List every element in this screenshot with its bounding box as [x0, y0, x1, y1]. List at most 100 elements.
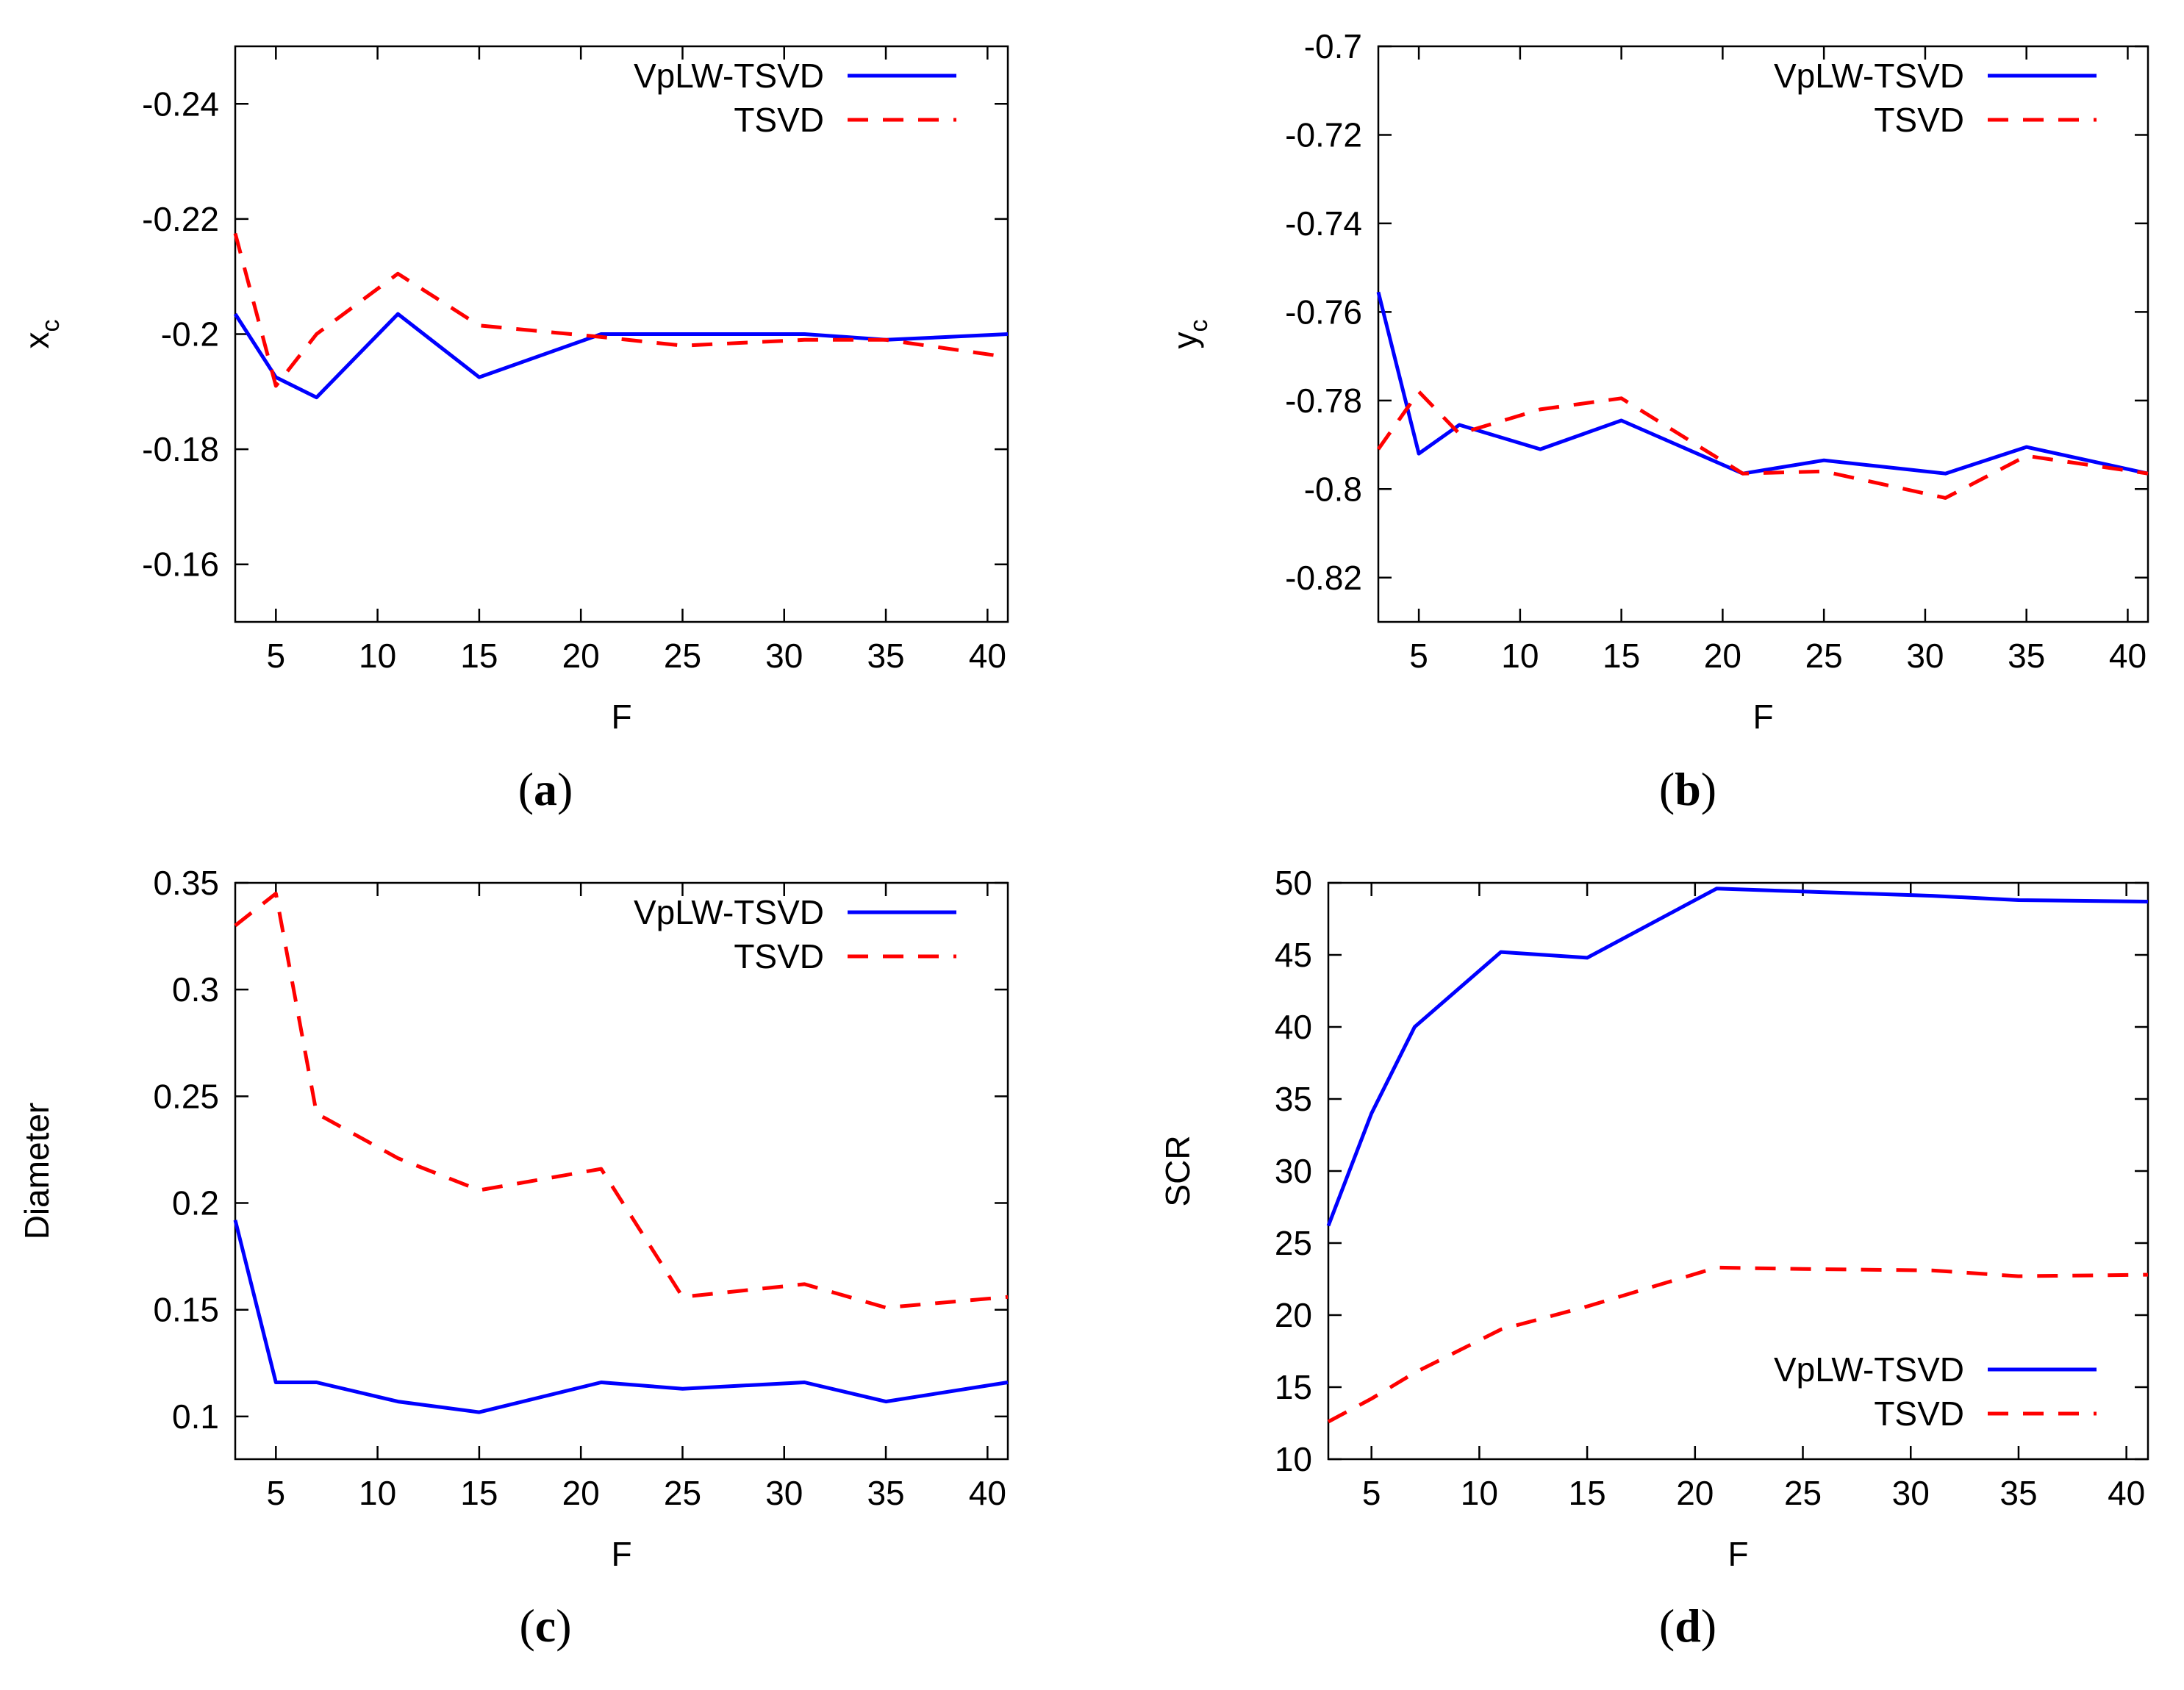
y-tick-label: 40	[1275, 1008, 1312, 1046]
series-line-vplw-tsvd	[1326, 887, 2149, 1227]
y-tick-label: -0.16	[142, 545, 219, 584]
series-line-vplw-tsvd	[1376, 291, 2149, 476]
y-tick-label: -0.76	[1285, 293, 1362, 331]
y-axis-label: xc	[18, 320, 65, 349]
y-axis-label-main: x	[18, 332, 56, 349]
y-axis-label: Diameter	[18, 1103, 56, 1240]
series-line-tsvd	[1327, 1265, 2149, 1424]
panels: 5 10 15 20 25 30 35 40 -0.24 -0.22 -0.2 -0.18 -0.16 F…	[18, 27, 2149, 1652]
y-tick-label: 0.15	[153, 1291, 219, 1329]
x-tick-label: 30	[765, 1474, 803, 1512]
caption-letter: a	[534, 763, 557, 815]
legend-label: TSVD	[734, 937, 824, 975]
caption-letter: b	[1675, 763, 1701, 815]
y-axis-label: SCR	[1159, 1135, 1197, 1206]
y-tick-label: -0.78	[1285, 382, 1362, 420]
x-tick-label: 5	[267, 1474, 286, 1512]
x-tick-label: 30	[1892, 1474, 1930, 1512]
y-axis-label-main: SCR	[1159, 1135, 1197, 1206]
caption-paren-close: )	[557, 763, 573, 815]
y-tick-label: -0.7	[1304, 27, 1362, 65]
caption-paren-open: (	[518, 763, 534, 815]
x-tick-label: 25	[664, 637, 701, 675]
x-axis-label: F	[611, 1535, 631, 1573]
x-tick-label: 10	[1461, 1474, 1498, 1512]
y-tick-label: 50	[1275, 864, 1312, 902]
caption-paren-open: (	[519, 1600, 534, 1652]
caption-letter: d	[1675, 1600, 1701, 1652]
y-tick-label: 0.1	[172, 1397, 219, 1436]
x-tick-label: 35	[1999, 1474, 2037, 1512]
y-tick-label: -0.74	[1285, 204, 1362, 243]
y-tick-label: 35	[1275, 1080, 1312, 1118]
panel-caption: (b)	[1659, 763, 1716, 815]
plot-frame	[234, 881, 1009, 1461]
series-line-vplw-tsvd	[233, 312, 1009, 400]
chart-panel-d: 5 10 15 20 25 30 35 40 10 15 20 25 30 35 40 45 50 F SCR VpL…	[1159, 864, 2149, 1652]
y-axis-label-subscript: c	[1185, 320, 1213, 332]
y-axis-label-main: y	[1166, 332, 1204, 349]
plot-frame	[1327, 881, 2149, 1461]
x-tick-label: 20	[1676, 1474, 1714, 1512]
y-axis-label-subscript: c	[37, 320, 65, 332]
x-tick-label: 40	[969, 1474, 1006, 1512]
x-tick-label: 20	[1704, 637, 1741, 675]
caption-paren-open: (	[1659, 763, 1675, 815]
y-tick-label: 30	[1275, 1152, 1312, 1190]
x-tick-label: 10	[359, 1474, 396, 1512]
x-tick-label: 40	[2108, 1474, 2145, 1512]
x-tick-label: 25	[1784, 1474, 1822, 1512]
x-tick-label: 15	[1603, 637, 1640, 675]
y-axis-label-main: Diameter	[18, 1103, 56, 1240]
legend-label: TSVD	[734, 101, 824, 139]
x-tick-label: 35	[867, 1474, 904, 1512]
x-axis-label: F	[1727, 1535, 1748, 1573]
plot-frame	[1377, 45, 2149, 623]
y-tick-label: 20	[1275, 1296, 1312, 1334]
y-tick-label: 10	[1275, 1440, 1312, 1478]
x-tick-label: 5	[1409, 637, 1428, 675]
x-tick-label: 25	[1805, 637, 1843, 675]
y-tick-label: -0.2	[161, 315, 219, 354]
x-tick-label: 5	[267, 637, 286, 675]
y-tick-label: 0.25	[153, 1077, 219, 1115]
legend-label: VpLW-TSVD	[634, 57, 824, 95]
panel-caption: (c)	[519, 1600, 571, 1652]
panel-caption: (a)	[518, 763, 573, 815]
caption-paren-close: )	[556, 1600, 571, 1652]
x-tick-label: 15	[460, 637, 498, 675]
caption-paren-close: )	[1701, 763, 1716, 815]
y-tick-label: -0.24	[142, 85, 219, 123]
x-tick-label: 30	[765, 637, 803, 675]
series-line-tsvd	[1376, 390, 2149, 500]
x-tick-label: 15	[460, 1474, 498, 1512]
series-line-vplw-tsvd	[233, 1220, 1009, 1414]
caption-paren-close: )	[1701, 1600, 1716, 1652]
x-tick-label: 25	[664, 1474, 701, 1512]
caption-letter: c	[535, 1600, 556, 1652]
y-tick-label: 0.2	[172, 1184, 219, 1222]
panel-caption: (d)	[1659, 1600, 1716, 1652]
x-tick-label: 40	[969, 637, 1006, 675]
x-tick-label: 20	[562, 637, 600, 675]
x-tick-label: 10	[1501, 637, 1539, 675]
y-tick-label: -0.18	[142, 430, 219, 468]
x-tick-label: 20	[562, 1474, 600, 1512]
y-tick-label: 0.35	[153, 864, 219, 902]
series-line-tsvd	[234, 892, 1009, 1310]
x-tick-label: 10	[359, 637, 396, 675]
legend-label: VpLW-TSVD	[1774, 1350, 1964, 1389]
x-axis-label: F	[611, 698, 631, 736]
x-tick-label: 30	[1906, 637, 1944, 675]
y-tick-label: -0.82	[1285, 559, 1362, 597]
x-tick-label: 40	[2109, 637, 2147, 675]
y-tick-label: 45	[1275, 936, 1312, 974]
y-axis-label: yc	[1166, 320, 1213, 349]
legend-label: TSVD	[1874, 1394, 1964, 1433]
x-tick-label: 35	[2008, 637, 2045, 675]
series-line-tsvd	[233, 232, 1009, 388]
legend-label: VpLW-TSVD	[634, 893, 824, 931]
y-tick-label: -0.22	[142, 200, 219, 238]
y-tick-label: 25	[1275, 1224, 1312, 1262]
